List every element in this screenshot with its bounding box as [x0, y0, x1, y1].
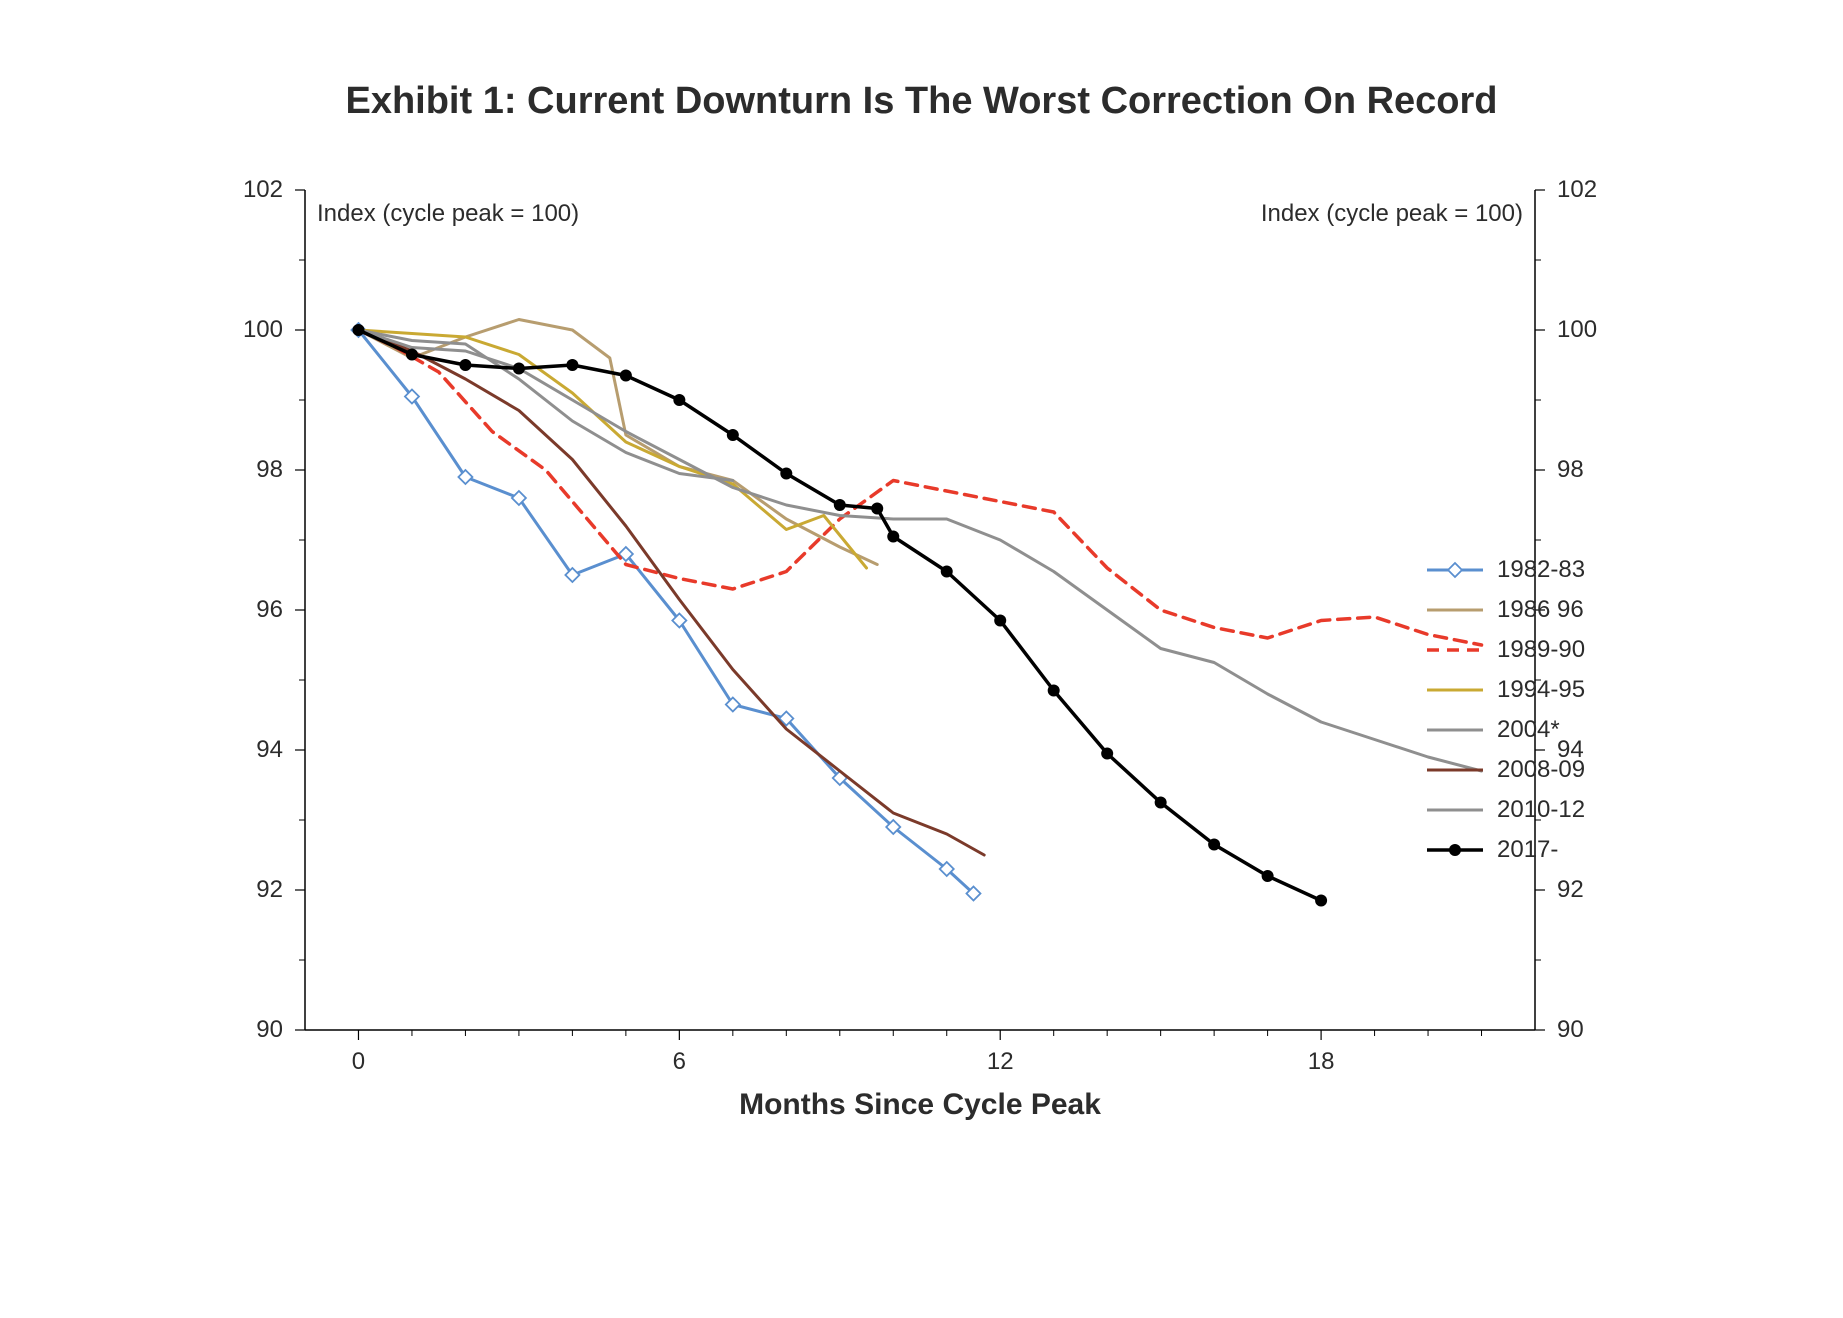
legend-item: 1989-90: [1425, 630, 1585, 670]
x-tick-label: 6: [673, 1048, 686, 1076]
y-tick-label-left: 92: [256, 876, 283, 904]
y-tick-label-left: 98: [256, 456, 283, 484]
y-tick-label-right: 96: [1557, 596, 1584, 624]
x-tick-label: 12: [987, 1048, 1014, 1076]
legend-item: 1994-95: [1425, 670, 1585, 710]
y-tick-label-right: 102: [1557, 176, 1597, 204]
inner-label-right: Index (cycle peak = 100): [1261, 200, 1523, 228]
legend-label: 2017-: [1497, 836, 1558, 864]
chart-container: Exhibit 1: Current Downturn Is The Worst…: [0, 0, 1843, 1318]
y-tick-label-right: 94: [1557, 736, 1584, 764]
legend-item: 2017-: [1425, 830, 1585, 870]
y-tick-label-right: 98: [1557, 456, 1584, 484]
y-tick-label-right: 100: [1557, 316, 1597, 344]
y-tick-label-left: 102: [243, 176, 283, 204]
legend-label: 1994-95: [1497, 676, 1585, 704]
y-tick-label-left: 96: [256, 596, 283, 624]
legend-label: 2010-12: [1497, 796, 1585, 824]
y-tick-label-left: 90: [256, 1016, 283, 1044]
legend-item: 2010-12: [1425, 790, 1585, 830]
x-tick-label: 18: [1308, 1048, 1335, 1076]
chart-title: Exhibit 1: Current Downturn Is The Worst…: [0, 80, 1843, 123]
y-tick-label-left: 100: [243, 316, 283, 344]
x-axis-label: Months Since Cycle Peak: [305, 1088, 1535, 1122]
y-tick-label-left: 94: [256, 736, 283, 764]
inner-label-left: Index (cycle peak = 100): [317, 200, 579, 228]
legend-item: 1982-83: [1425, 550, 1585, 590]
y-tick-label-right: 92: [1557, 876, 1584, 904]
legend-label: 2004*: [1497, 716, 1560, 744]
x-tick-label: 0: [352, 1048, 365, 1076]
plot-area: [255, 180, 1545, 1040]
y-tick-label-right: 90: [1557, 1016, 1584, 1044]
legend-label: 1982-83: [1497, 556, 1585, 584]
legend-label: 1986: [1497, 596, 1550, 624]
legend-label: 1989-90: [1497, 636, 1585, 664]
